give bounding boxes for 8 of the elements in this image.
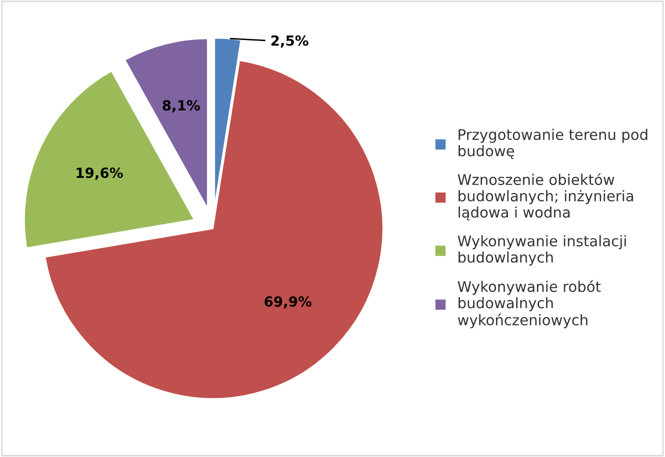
legend-label: Przygotowanie terenu pod budowę (458, 128, 648, 159)
legend-label: Wznoszenie obiektów budowlanych; inżynieria lądowa i wodna (458, 173, 634, 220)
legend-label: Wykonywanie robót budowalnych wykończeniowych (458, 280, 601, 328)
data-label: 8,1% (162, 100, 200, 112)
data-label: 19,6% (76, 168, 123, 180)
data-label: 69,9% (264, 296, 312, 309)
data-label: 2,5% (271, 35, 308, 48)
legend-label: Wykonywanie instalacji budowlanych (458, 235, 626, 266)
